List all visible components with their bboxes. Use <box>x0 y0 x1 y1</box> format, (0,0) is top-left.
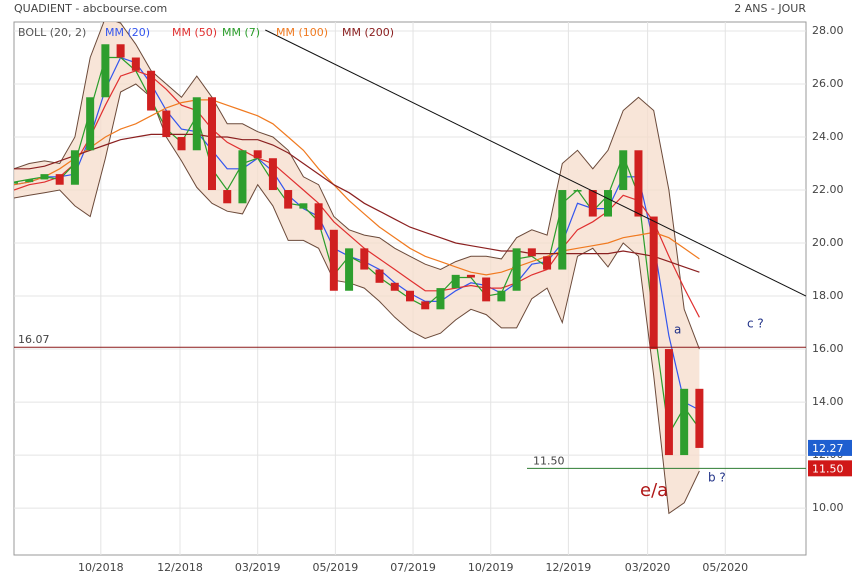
candle <box>543 256 552 270</box>
annotation: e/a <box>640 480 668 501</box>
candle <box>482 277 491 302</box>
candle <box>14 182 18 184</box>
candle <box>390 282 399 291</box>
candle <box>238 150 247 204</box>
candle <box>70 150 79 185</box>
candle <box>40 174 49 180</box>
candle <box>147 70 156 111</box>
x-tick-label: 12/2019 <box>546 561 592 574</box>
legend-item: MM (50) <box>172 26 217 39</box>
candle <box>451 274 460 289</box>
candle <box>314 203 323 230</box>
annotation: a <box>674 323 681 337</box>
candle <box>192 97 201 151</box>
candle <box>55 174 64 185</box>
candle <box>604 190 612 217</box>
candle <box>177 137 186 151</box>
candle <box>25 179 34 183</box>
candle <box>649 216 658 350</box>
x-tick-label: 10/2018 <box>78 561 124 574</box>
moving-average <box>14 99 700 276</box>
candle <box>466 274 475 278</box>
candle <box>131 57 140 71</box>
level-box-label: 11.50 <box>812 462 844 475</box>
legend-item: MM (200) <box>342 26 394 39</box>
x-tick-label: 07/2019 <box>390 561 436 574</box>
candle <box>116 44 125 58</box>
last-price-box <box>808 439 852 456</box>
candle <box>664 349 673 456</box>
candle <box>588 190 597 217</box>
candle <box>284 190 293 209</box>
x-tick-label: 03/2020 <box>625 561 671 574</box>
x-tick-label: 05/2019 <box>313 561 359 574</box>
candle <box>406 290 414 302</box>
bollinger-lower <box>14 83 700 515</box>
candle <box>360 248 369 270</box>
y-tick-label: 28.00 <box>812 24 844 37</box>
candle <box>558 190 567 270</box>
moving-average <box>14 70 700 318</box>
moving-average <box>14 56 700 411</box>
level-box <box>808 460 852 477</box>
candle <box>436 288 445 310</box>
candle <box>619 150 628 191</box>
y-tick-label: 14.00 <box>812 395 844 408</box>
overlay: 10.0012.0014.0016.0018.0020.0022.0024.00… <box>14 24 852 574</box>
candle <box>299 203 308 209</box>
candle <box>162 110 171 138</box>
candle <box>208 97 216 191</box>
candle <box>680 388 689 456</box>
x-tick-label: 12/2018 <box>157 561 203 574</box>
candle <box>253 150 262 159</box>
level-label: 11.50 <box>533 454 565 467</box>
candle <box>86 97 95 151</box>
y-tick-label: 24.00 <box>812 130 844 143</box>
chart-subtitle: 2 ANS - JOUR <box>734 2 806 15</box>
candle <box>329 229 338 291</box>
candle <box>634 150 643 217</box>
candle <box>695 388 704 448</box>
moving-average <box>14 133 700 273</box>
last-price-label: 12.27 <box>812 442 844 455</box>
candle <box>512 248 521 291</box>
y-tick-label: 16.00 <box>812 342 844 355</box>
x-tick-label: 03/2019 <box>235 561 281 574</box>
y-tick-label: 18.00 <box>812 289 844 302</box>
y-tick-label: 26.00 <box>812 77 844 90</box>
bollinger-upper <box>14 22 700 350</box>
legend-item: MM (100) <box>276 26 328 39</box>
annotation: b ? <box>708 471 726 485</box>
candle <box>101 44 110 98</box>
candle <box>497 290 506 302</box>
candle <box>345 248 354 291</box>
legend-item: MM (20) <box>105 26 150 39</box>
trendline <box>265 29 806 297</box>
legend-item: BOLL (20, 2) <box>18 26 86 39</box>
level-label: 16.07 <box>18 333 50 346</box>
y-tick-label: 22.00 <box>812 183 844 196</box>
y-tick-label: 10.00 <box>812 501 844 514</box>
candle <box>573 190 582 192</box>
candle <box>268 158 277 191</box>
x-tick-label: 10/2019 <box>468 561 514 574</box>
chart-title: QUADIENT - abcbourse.com <box>14 2 167 15</box>
legend-item: MM (7) <box>222 26 260 39</box>
plot <box>14 22 806 515</box>
moving-average <box>14 56 700 436</box>
candle <box>223 190 232 204</box>
y-tick-label: 20.00 <box>812 236 844 249</box>
candle <box>421 301 430 310</box>
annotation: c ? <box>747 317 764 331</box>
x-tick-label: 05/2020 <box>702 561 748 574</box>
candle <box>375 269 384 283</box>
candle <box>527 248 536 257</box>
